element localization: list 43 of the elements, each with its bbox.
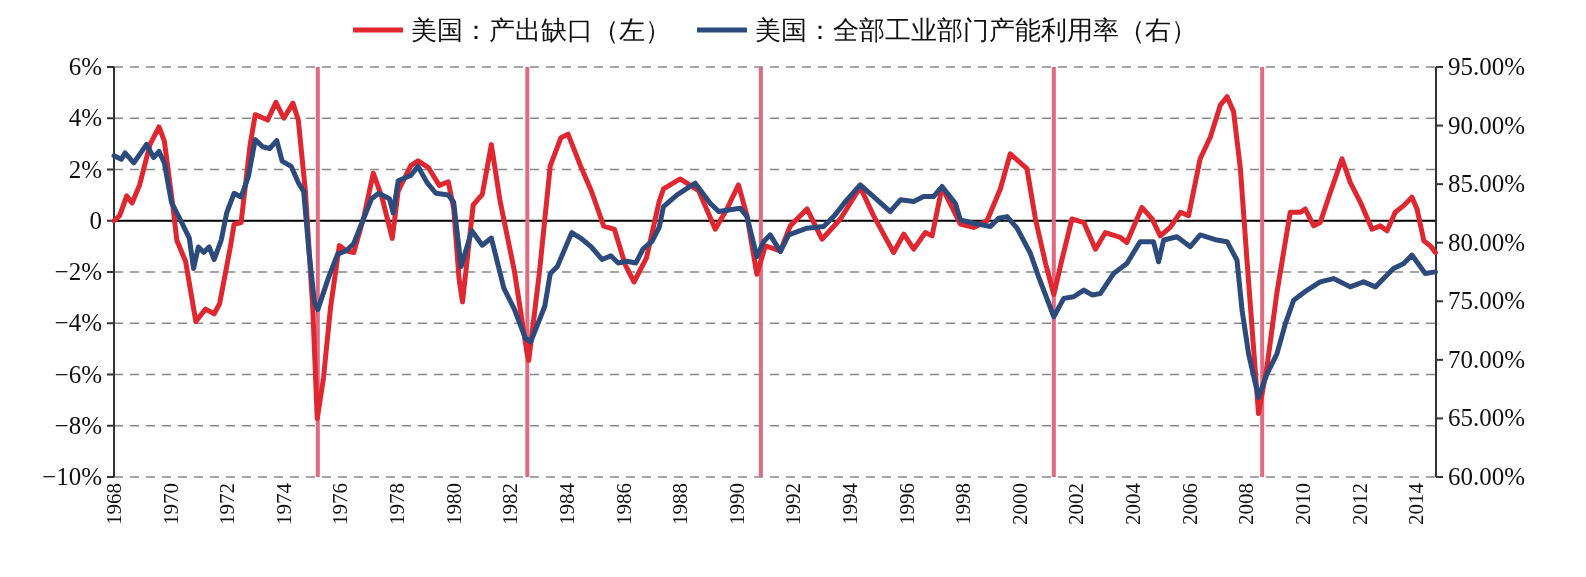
x-tick-label: 1990 bbox=[724, 483, 749, 525]
y-tick-label: −2% bbox=[54, 258, 102, 285]
legend-label: 美国：产出缺口（左） bbox=[411, 16, 671, 45]
y2-tick-label: 90.00% bbox=[1448, 111, 1526, 139]
x-tick-label: 1974 bbox=[271, 482, 296, 525]
x-tick-label: 1976 bbox=[328, 483, 353, 525]
x-tick-label: 1978 bbox=[385, 483, 410, 525]
y2-tick-label: 95.00% bbox=[1448, 53, 1526, 80]
x-tick-label: 1984 bbox=[554, 482, 579, 525]
y-tick-label: 6% bbox=[68, 53, 102, 80]
y-tick-label: 0 bbox=[89, 206, 102, 234]
x-tick-label: 1986 bbox=[611, 483, 636, 525]
y-tick-label: −10% bbox=[42, 463, 102, 490]
y2-tick-label: 85.00% bbox=[1448, 170, 1526, 198]
x-tick-label: 2010 bbox=[1290, 483, 1315, 525]
y2-tick-label: 65.00% bbox=[1448, 404, 1526, 432]
y2-tick-label: 70.00% bbox=[1448, 345, 1526, 373]
x-tick-label: 1972 bbox=[215, 483, 240, 525]
x-tick-label: 1980 bbox=[441, 483, 466, 525]
y-tick-label: 4% bbox=[68, 104, 102, 132]
x-tick-label: 2012 bbox=[1347, 483, 1372, 525]
x-tick-label: 1992 bbox=[781, 483, 806, 525]
y-tick-label: −8% bbox=[54, 411, 102, 439]
x-tick-label: 1970 bbox=[158, 483, 183, 525]
x-tick-label: 1998 bbox=[951, 483, 976, 525]
x-tick-label: 1994 bbox=[838, 482, 863, 525]
x-tick-label: 2014 bbox=[1404, 482, 1429, 525]
x-tick-label: 1988 bbox=[668, 483, 693, 525]
x-tick-label: 2008 bbox=[1234, 483, 1259, 525]
y2-tick-label: 75.00% bbox=[1448, 287, 1526, 315]
y2-tick-label: 60.00% bbox=[1448, 463, 1526, 490]
y2-tick-label: 80.00% bbox=[1448, 228, 1526, 256]
x-tick-label: 2002 bbox=[1064, 483, 1089, 525]
y-tick-label: 2% bbox=[68, 155, 102, 183]
x-tick-label: 2000 bbox=[1007, 483, 1032, 525]
x-tick-label: 1982 bbox=[498, 483, 523, 525]
x-tick-label: 1968 bbox=[102, 483, 126, 525]
x-tick-label: 2006 bbox=[1177, 483, 1202, 525]
y-tick-label: −4% bbox=[54, 309, 102, 337]
y-tick-label: −6% bbox=[54, 360, 102, 388]
x-tick-label: 1996 bbox=[894, 483, 919, 525]
legend-label: 美国：全部工业部门产能利用率（右） bbox=[755, 16, 1197, 45]
x-tick-label: 2004 bbox=[1121, 482, 1146, 525]
